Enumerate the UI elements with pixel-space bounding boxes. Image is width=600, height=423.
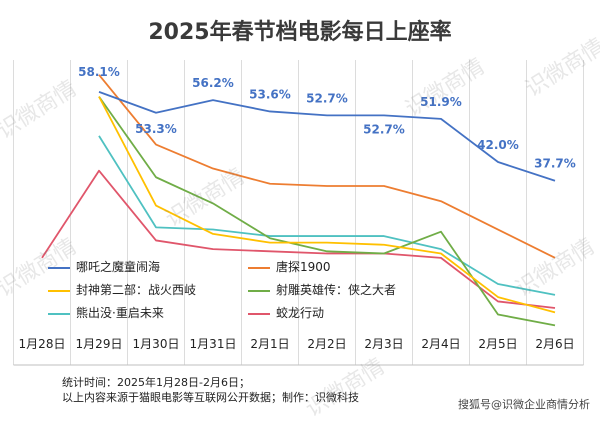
legend-item: 唐探1900: [248, 258, 331, 275]
legend-item: 熊出没·重启未来: [48, 304, 164, 321]
legend-swatch: [48, 289, 70, 292]
x-tick-label: 2月4日: [421, 337, 460, 351]
legend-label: 唐探1900: [276, 260, 331, 274]
data-label: 37.7%: [534, 157, 576, 171]
legend-swatch: [48, 266, 70, 269]
legend-swatch: [48, 312, 70, 315]
x-tick-label: 1月30日: [133, 337, 180, 351]
x-tick-label: 2月5日: [478, 337, 517, 351]
data-label: 52.7%: [363, 122, 405, 136]
legend-item: 射雕英雄传：侠之大者: [248, 281, 396, 298]
source-credit: 搜狐号@识微企业商情分析: [458, 398, 590, 411]
x-tick-label: 2月2日: [307, 337, 346, 351]
data-label: 51.9%: [420, 95, 462, 109]
legend-label: 射雕英雄传：侠之大者: [276, 283, 397, 297]
legend-item: 封神第二部：战火西岐: [48, 281, 196, 298]
series-line-3: [98, 96, 556, 314]
x-tick-label: 1月31日: [190, 337, 237, 351]
x-tick-label: 2月3日: [364, 337, 403, 351]
x-tick-label: 1月28日: [19, 337, 66, 351]
footnote-source: 以上内容来源于猫眼电影等互联网公开数据；制作：识微科技: [62, 391, 359, 404]
legend-label: 熊出没·重启未来: [76, 306, 164, 320]
data-label: 56.2%: [192, 76, 234, 90]
series-line-5: [98, 135, 556, 296]
data-label: 53.6%: [249, 87, 291, 101]
legend-label: 蛟龙行动: [276, 306, 325, 320]
legend-swatch: [248, 289, 270, 292]
series-line-2: [98, 74, 556, 259]
data-label: 53.3%: [135, 122, 177, 136]
x-tick-label: 2月1日: [250, 337, 289, 351]
legend-item: 蛟龙行动: [248, 304, 324, 321]
series-line-1: [98, 91, 556, 182]
series-line-4: [98, 96, 556, 327]
data-label: 42.0%: [477, 138, 519, 152]
legend-label: 哪吒之魔童闹海: [76, 260, 161, 274]
x-tick-label: 1月29日: [76, 337, 123, 351]
data-label: 58.1%: [78, 65, 120, 79]
data-label: 52.7%: [306, 91, 348, 105]
legend-swatch: [248, 312, 270, 315]
series-line-6: [41, 169, 556, 309]
footnote-date-range: 统计时间：2025年1月28日-2月6日；: [62, 376, 250, 389]
legend-swatch: [248, 266, 270, 269]
x-tick-label: 2月6日: [535, 337, 574, 351]
chart-title: 2025年春节档电影每日上座率: [148, 20, 452, 45]
legend-item: 哪吒之魔童闹海: [48, 258, 160, 275]
legend-label: 封神第二部：战火西岐: [76, 283, 197, 297]
